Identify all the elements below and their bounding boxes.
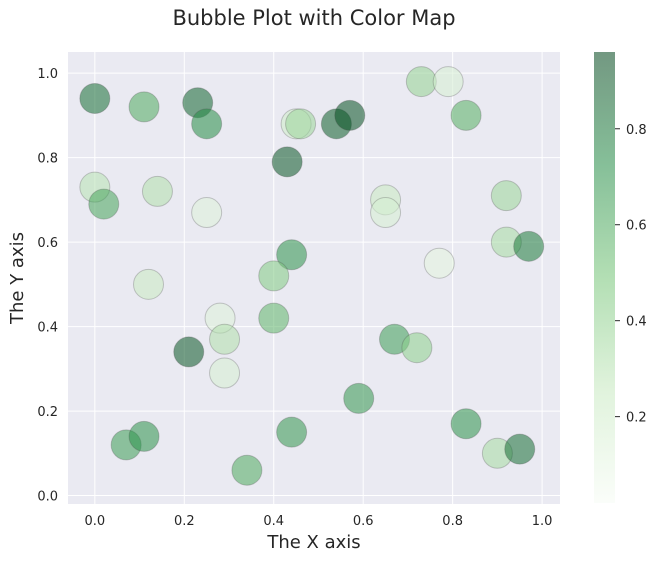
bubble-point [231, 454, 263, 486]
colorbar-tick-label: 0.4 [626, 315, 647, 330]
x-tick-label: 0.6 [353, 514, 374, 529]
y-tick-label: 0.6 [37, 236, 58, 251]
bubble-point [258, 260, 290, 292]
bubble-point [141, 175, 173, 207]
bubble-point [88, 188, 120, 220]
bubble-points [79, 66, 545, 486]
y-axis-label: The Y axis [7, 232, 28, 325]
colorbar-tick-labels: 0.2 0.4 0.6 0.8 [615, 123, 647, 426]
bubble-point [504, 433, 536, 465]
x-tick-label: 0.4 [263, 514, 284, 529]
bubble-point [401, 332, 433, 364]
bubble-point [423, 247, 455, 279]
colorbar [594, 52, 615, 503]
x-tick-label: 1.0 [532, 514, 553, 529]
y-tick-label: 0.4 [37, 321, 58, 336]
bubble-point [133, 268, 165, 300]
bubble-point [343, 382, 375, 414]
x-axis-label: The X axis [266, 532, 360, 553]
bubble-point [450, 99, 482, 131]
bubble-point [258, 302, 290, 334]
bubble-point [450, 408, 482, 440]
bubble-point [173, 336, 205, 368]
y-tick-label: 0.2 [37, 405, 58, 420]
y-tick-label: 1.0 [37, 67, 58, 82]
y-tick-labels: 0.0 0.2 0.4 0.6 0.8 1.0 [37, 67, 58, 504]
bubble-point [276, 416, 308, 448]
bubble-point [490, 180, 522, 212]
bubble-point [432, 66, 464, 98]
bubble-point [191, 108, 223, 140]
bubble-point [79, 82, 111, 114]
bubble-point [128, 91, 160, 123]
bubble-point [334, 99, 366, 131]
colorbar-tick-label: 0.2 [626, 411, 647, 426]
bubble-point [405, 66, 437, 98]
x-tick-label: 0.0 [84, 514, 105, 529]
bubble-point [209, 357, 241, 389]
x-tick-label: 0.2 [174, 514, 195, 529]
x-tick-labels: 0.0 0.2 0.4 0.6 0.8 1.0 [84, 514, 552, 529]
bubble-point [191, 197, 223, 229]
bubble-point [370, 197, 402, 229]
colorbar-tick-label: 0.6 [626, 219, 647, 234]
bubble-point [271, 146, 303, 178]
bubble-point [276, 239, 308, 271]
y-tick-label: 0.8 [37, 152, 58, 167]
bubble-point [128, 420, 160, 452]
bubble-point [209, 323, 241, 355]
colorbar-tick-label: 0.8 [626, 123, 647, 138]
chart-title: Bubble Plot with Color Map [172, 6, 455, 30]
bubble-point [513, 230, 545, 262]
x-tick-label: 0.8 [442, 514, 463, 529]
y-tick-label: 0.0 [37, 490, 58, 505]
bubble-point [285, 108, 317, 140]
